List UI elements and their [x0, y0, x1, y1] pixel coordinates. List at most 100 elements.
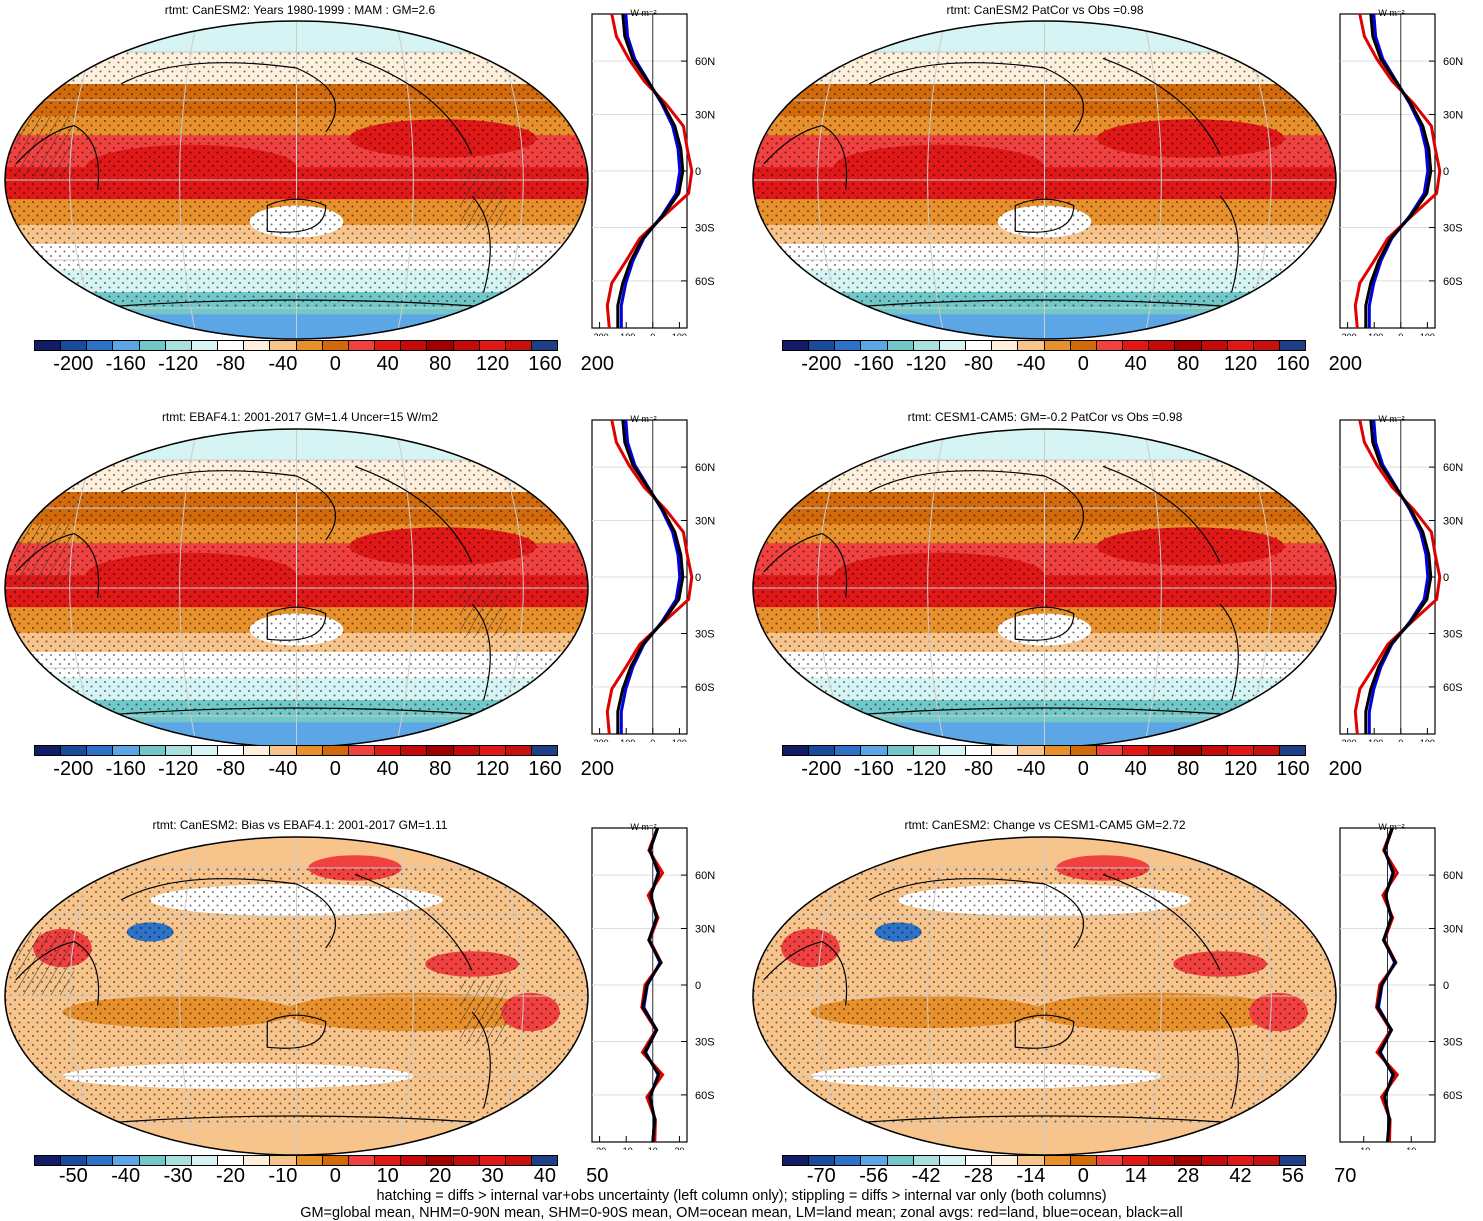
- zonal-profile-all: [641, 827, 663, 1143]
- world-map: [752, 836, 1337, 1156]
- colorbar-tick-label: 42: [1229, 1165, 1252, 1187]
- zonal-mean-plot: W m⁻² 60N 30N 0 30S 60S -200 -100 0 100: [1339, 8, 1464, 336]
- colorbar-tick-label: 70: [1334, 1165, 1357, 1187]
- colorbar-swatch: [453, 1156, 480, 1165]
- zonal-xtick-label: -10: [620, 1146, 633, 1150]
- colorbar-swatch: [1044, 341, 1071, 350]
- colorbar-swatch: [939, 1156, 967, 1165]
- zonal-mean-plot: W m⁻² 60N 30N 0 30S 60S -200 -100 0 100: [1339, 414, 1464, 742]
- colorbar-swatch: [348, 341, 376, 350]
- colorbar-tick-label: 120: [1223, 353, 1258, 375]
- colorbar-swatch: [505, 746, 532, 755]
- zonal-unit-label: W m⁻²: [1378, 414, 1404, 424]
- graticule-lon: [395, 837, 414, 1155]
- colorbar-swatch: [479, 746, 506, 755]
- colorbar: [782, 745, 1306, 756]
- coastline: [91, 707, 502, 717]
- map-title: rtmt: CanESM2: Change vs CESM1-CAM5 GM=2…: [904, 818, 1186, 832]
- colorbar-swatch: [165, 746, 192, 755]
- colorbar-tick-label: -80: [216, 353, 245, 375]
- graticule-lon: [179, 429, 198, 747]
- zonal-ytick-label: 60S: [1443, 682, 1463, 694]
- colorbar-swatch: [1070, 341, 1097, 350]
- colorbar-swatch: [427, 1156, 454, 1165]
- colorbar-swatch: [1227, 341, 1254, 350]
- colorbar-tick-label: 200: [580, 758, 614, 780]
- colorbar-swatch: [218, 341, 245, 350]
- colorbar-tick-label: -160: [853, 758, 894, 780]
- colorbar-tick-label: -200: [801, 758, 842, 780]
- world-map: [4, 428, 589, 748]
- colorbar-tick-label: 120: [1223, 758, 1258, 780]
- colorbar-swatch: [861, 1156, 888, 1165]
- colorbar-swatch: [809, 341, 836, 350]
- coastline: [1014, 606, 1075, 641]
- colorbar: [34, 1155, 558, 1166]
- coastline: [1014, 198, 1075, 233]
- zonal-xtick-label: -30: [593, 1146, 606, 1150]
- coastline: [91, 299, 502, 309]
- zonal-profile-land: [605, 13, 694, 329]
- zonal-profile-all: [1364, 419, 1433, 734]
- colorbar-swatch: [35, 1156, 62, 1165]
- zonal-ytick-label: 30S: [1443, 1037, 1463, 1049]
- colorbar-swatch: [1149, 341, 1176, 350]
- colorbar: [34, 340, 558, 351]
- coastline: [1014, 1014, 1075, 1049]
- colorbar-swatch: [191, 746, 219, 755]
- colorbar-swatch: [35, 746, 62, 755]
- colorbar-swatch: [992, 341, 1019, 350]
- colorbar-swatch: [835, 746, 862, 755]
- map-title: rtmt: CanESM2 PatCor vs Obs =0.98: [946, 3, 1144, 17]
- colorbar-tick-label: -120: [906, 758, 947, 780]
- colorbar-swatch: [479, 1156, 506, 1165]
- zonal-ytick-label: 30N: [1443, 923, 1463, 935]
- colorbar-swatch: [1070, 1156, 1097, 1165]
- colorbar-tick-label: 14: [1124, 1165, 1147, 1187]
- colorbar: [782, 340, 1306, 351]
- colorbar-tick-label: 0: [1077, 1165, 1089, 1187]
- coastline: [839, 707, 1250, 717]
- coastline: [354, 57, 473, 155]
- hatching-overlay: [460, 980, 508, 1044]
- zonal-ytick-label: 60S: [695, 1090, 715, 1102]
- zonal-ytick-label: 60S: [695, 682, 715, 694]
- colorbar-tick-label: -42: [911, 1165, 941, 1187]
- colorbar-tick-label: 200: [580, 353, 614, 375]
- colorbar-tick-label: 0: [329, 758, 341, 780]
- colorbar-swatch: [505, 1156, 532, 1165]
- colorbar-swatch: [1096, 341, 1124, 350]
- zonal-xtick-label: 100: [1420, 738, 1435, 742]
- colorbar-swatch: [887, 746, 914, 755]
- colorbar-swatch: [1253, 341, 1280, 350]
- colorbar-swatch: [191, 1156, 219, 1165]
- zonal-ytick-label: 60N: [1443, 56, 1463, 68]
- coastline: [1102, 873, 1221, 971]
- colorbar-tick-label: 120: [475, 353, 510, 375]
- graticule-lon: [1143, 21, 1162, 339]
- colorbar-tick-label: -50: [58, 1165, 88, 1187]
- colorbar-swatch: [1123, 341, 1150, 350]
- colorbar-tick-label: -120: [158, 353, 199, 375]
- colorbar-tick-label: 160: [528, 758, 562, 780]
- zonal-mean-plot: W m⁻² 60N 30N 0 30S 60S -200 -100 0 100: [591, 8, 716, 336]
- zonal-ytick-label: 0: [1443, 166, 1449, 178]
- zonal-ytick-label: 30N: [1443, 515, 1463, 527]
- colorbar-swatch: [939, 341, 967, 350]
- colorbar-tick-label: 56: [1281, 1165, 1305, 1187]
- colorbar-swatch: [322, 746, 349, 755]
- coastline: [266, 1014, 327, 1049]
- hatching-overlay: [460, 572, 508, 636]
- colorbar-tick-label: -40: [1016, 758, 1046, 780]
- colorbar-swatch: [992, 1156, 1019, 1165]
- colorbar-swatch: [809, 1156, 836, 1165]
- colorbar-tick-label: -56: [859, 1165, 889, 1187]
- colorbar-swatch: [861, 746, 888, 755]
- colorbar-tick-label: -28: [964, 1165, 993, 1187]
- coastline: [354, 873, 473, 971]
- coastline: [868, 62, 1085, 133]
- colorbar-swatch: [270, 341, 297, 350]
- colorbar-tick-label: -14: [1016, 1165, 1046, 1187]
- graticule-lon: [927, 429, 946, 747]
- zonal-ytick-label: 30N: [695, 923, 715, 935]
